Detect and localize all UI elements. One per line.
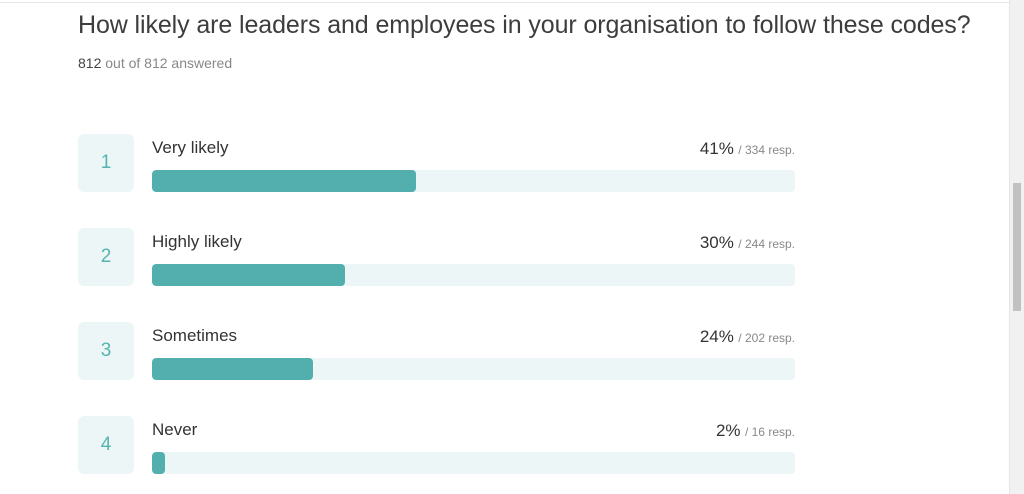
option-stats: 2% / 16 resp. [716, 421, 795, 441]
option-number: 2 [78, 228, 134, 286]
option-percent: 2% [715, 421, 741, 440]
option-stats: 41% / 334 resp. [700, 139, 795, 159]
scrollbar-thumb[interactable] [1013, 183, 1021, 311]
top-divider [0, 2, 1010, 3]
progress-fill [152, 452, 165, 474]
progress-fill [152, 358, 313, 380]
option-responses: / 16 resp. [744, 425, 795, 439]
option-percent: 41% [699, 139, 734, 158]
answered-count: 812 [78, 55, 102, 71]
option-responses: / 334 resp. [738, 143, 795, 157]
option-row[interactable]: 3 Sometimes 24% / 202 resp. [78, 322, 798, 382]
option-row[interactable]: 2 Highly likely 30% / 244 resp. [78, 228, 798, 288]
option-label: Highly likely [152, 232, 242, 251]
option-stats: 24% / 202 resp. [700, 327, 795, 347]
option-stats: 30% / 244 resp. [700, 233, 795, 253]
progress-fill [152, 170, 416, 192]
option-label: Never [152, 420, 198, 439]
question-title: How likely are leaders and employees in … [78, 11, 971, 39]
progress-track [152, 452, 795, 474]
option-responses: / 202 resp. [738, 331, 795, 345]
progress-track [152, 358, 795, 380]
option-row[interactable]: 4 Never 2% / 16 resp. [78, 416, 798, 476]
option-number: 1 [78, 134, 134, 192]
answered-total: out of 812 answered [105, 55, 233, 71]
progress-fill [152, 264, 345, 286]
option-percent: 24% [699, 327, 734, 346]
answered-summary: 812 out of 812 answered [78, 55, 232, 71]
option-number: 4 [78, 416, 134, 474]
option-percent: 30% [699, 233, 734, 252]
vertical-scrollbar[interactable] [1009, 0, 1024, 494]
option-row[interactable]: 1 Very likely 41% / 334 resp. [78, 134, 798, 194]
option-label: Very likely [152, 138, 229, 157]
progress-track [152, 264, 795, 286]
progress-track [152, 170, 795, 192]
option-number: 3 [78, 322, 134, 380]
option-responses: / 244 resp. [738, 237, 795, 251]
option-label: Sometimes [152, 326, 238, 345]
